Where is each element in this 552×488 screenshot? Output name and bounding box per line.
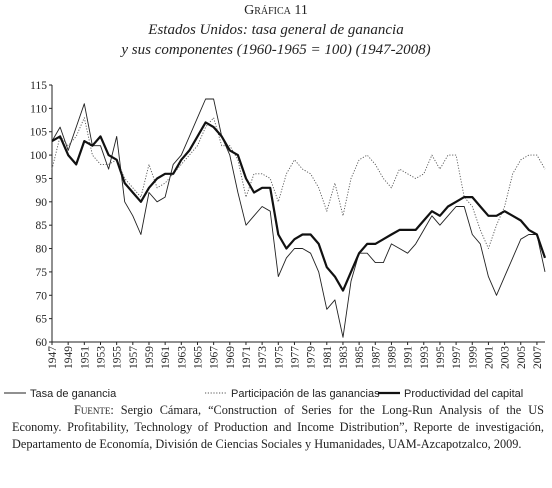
chart-title: Gráfica 11 xyxy=(244,3,308,18)
y-tick-label: 85 xyxy=(36,220,48,232)
x-tick-label: 1953 xyxy=(95,346,107,369)
source-label: Fuente: xyxy=(74,403,114,417)
x-tick-label: 1983 xyxy=(338,346,350,369)
x-tick-label: 2001 xyxy=(483,346,495,369)
x-tick-label: 1957 xyxy=(128,346,140,369)
source-text: Sergio Cámara, “Construction of Series f… xyxy=(12,403,544,451)
chart-subtitle: Estados Unidos: tasa general de ganancia xyxy=(147,22,403,38)
y-tick-label: 95 xyxy=(36,173,48,185)
y-tick-label: 100 xyxy=(30,150,48,162)
x-tick-label: 1995 xyxy=(435,346,447,369)
series-line xyxy=(51,121,547,292)
y-tick-label: 110 xyxy=(30,103,47,115)
x-tick-label: 1989 xyxy=(386,346,398,369)
y-tick-label: 70 xyxy=(36,290,48,302)
x-tick-label: 1973 xyxy=(257,346,269,369)
series-line xyxy=(51,117,546,249)
y-tick-label: 115 xyxy=(30,80,47,92)
y-tick-label: 60 xyxy=(36,337,48,349)
x-tick-label: 1949 xyxy=(63,346,75,369)
chart-subtitle: y sus componentes (1960-1965 = 100) (194… xyxy=(119,42,430,58)
legend-label: Participación de las ganancias xyxy=(231,388,380,400)
x-tick-label: 2007 xyxy=(532,346,544,369)
x-tick-label: 1967 xyxy=(209,346,221,369)
x-tick-label: 1981 xyxy=(322,346,334,369)
x-tick-label: 2005 xyxy=(516,346,528,369)
x-tick-label: 1991 xyxy=(403,346,415,369)
series-line xyxy=(51,98,546,338)
x-tick-label: 1959 xyxy=(144,346,156,369)
x-tick-label: 1969 xyxy=(225,346,237,369)
x-tick-label: 1971 xyxy=(241,346,253,369)
x-tick-label: 1977 xyxy=(289,346,301,369)
x-tick-label: 1979 xyxy=(306,346,318,369)
x-tick-label: 1985 xyxy=(354,346,366,369)
legend-label: Productividad del capital xyxy=(404,388,523,400)
y-tick-label: 90 xyxy=(36,197,48,209)
x-tick-label: 1963 xyxy=(176,346,188,369)
x-tick-label: 1987 xyxy=(370,346,382,369)
chart: Gráfica 11 Estados Unidos: tasa general … xyxy=(4,3,547,400)
x-tick-label: 1993 xyxy=(419,346,431,369)
source-note: Fuente: Sergio Cámara, “Construction of … xyxy=(12,402,544,453)
legend-label: Tasa de ganancia xyxy=(30,388,117,400)
x-tick-label: 1955 xyxy=(112,346,124,369)
x-tick-label: 1961 xyxy=(160,346,172,369)
x-tick-label: 1975 xyxy=(273,346,285,369)
x-tick-label: 2003 xyxy=(500,346,512,369)
x-tick-label: 1997 xyxy=(451,346,463,369)
y-tick-label: 75 xyxy=(36,267,48,279)
y-tick-label: 105 xyxy=(30,127,48,139)
y-tick-label: 65 xyxy=(36,314,48,326)
x-tick-label: 1947 xyxy=(47,346,59,369)
x-tick-label: 1999 xyxy=(467,346,479,369)
y-tick-label: 80 xyxy=(36,244,48,256)
x-tick-label: 1951 xyxy=(79,346,91,369)
x-tick-label: 1965 xyxy=(192,346,204,369)
